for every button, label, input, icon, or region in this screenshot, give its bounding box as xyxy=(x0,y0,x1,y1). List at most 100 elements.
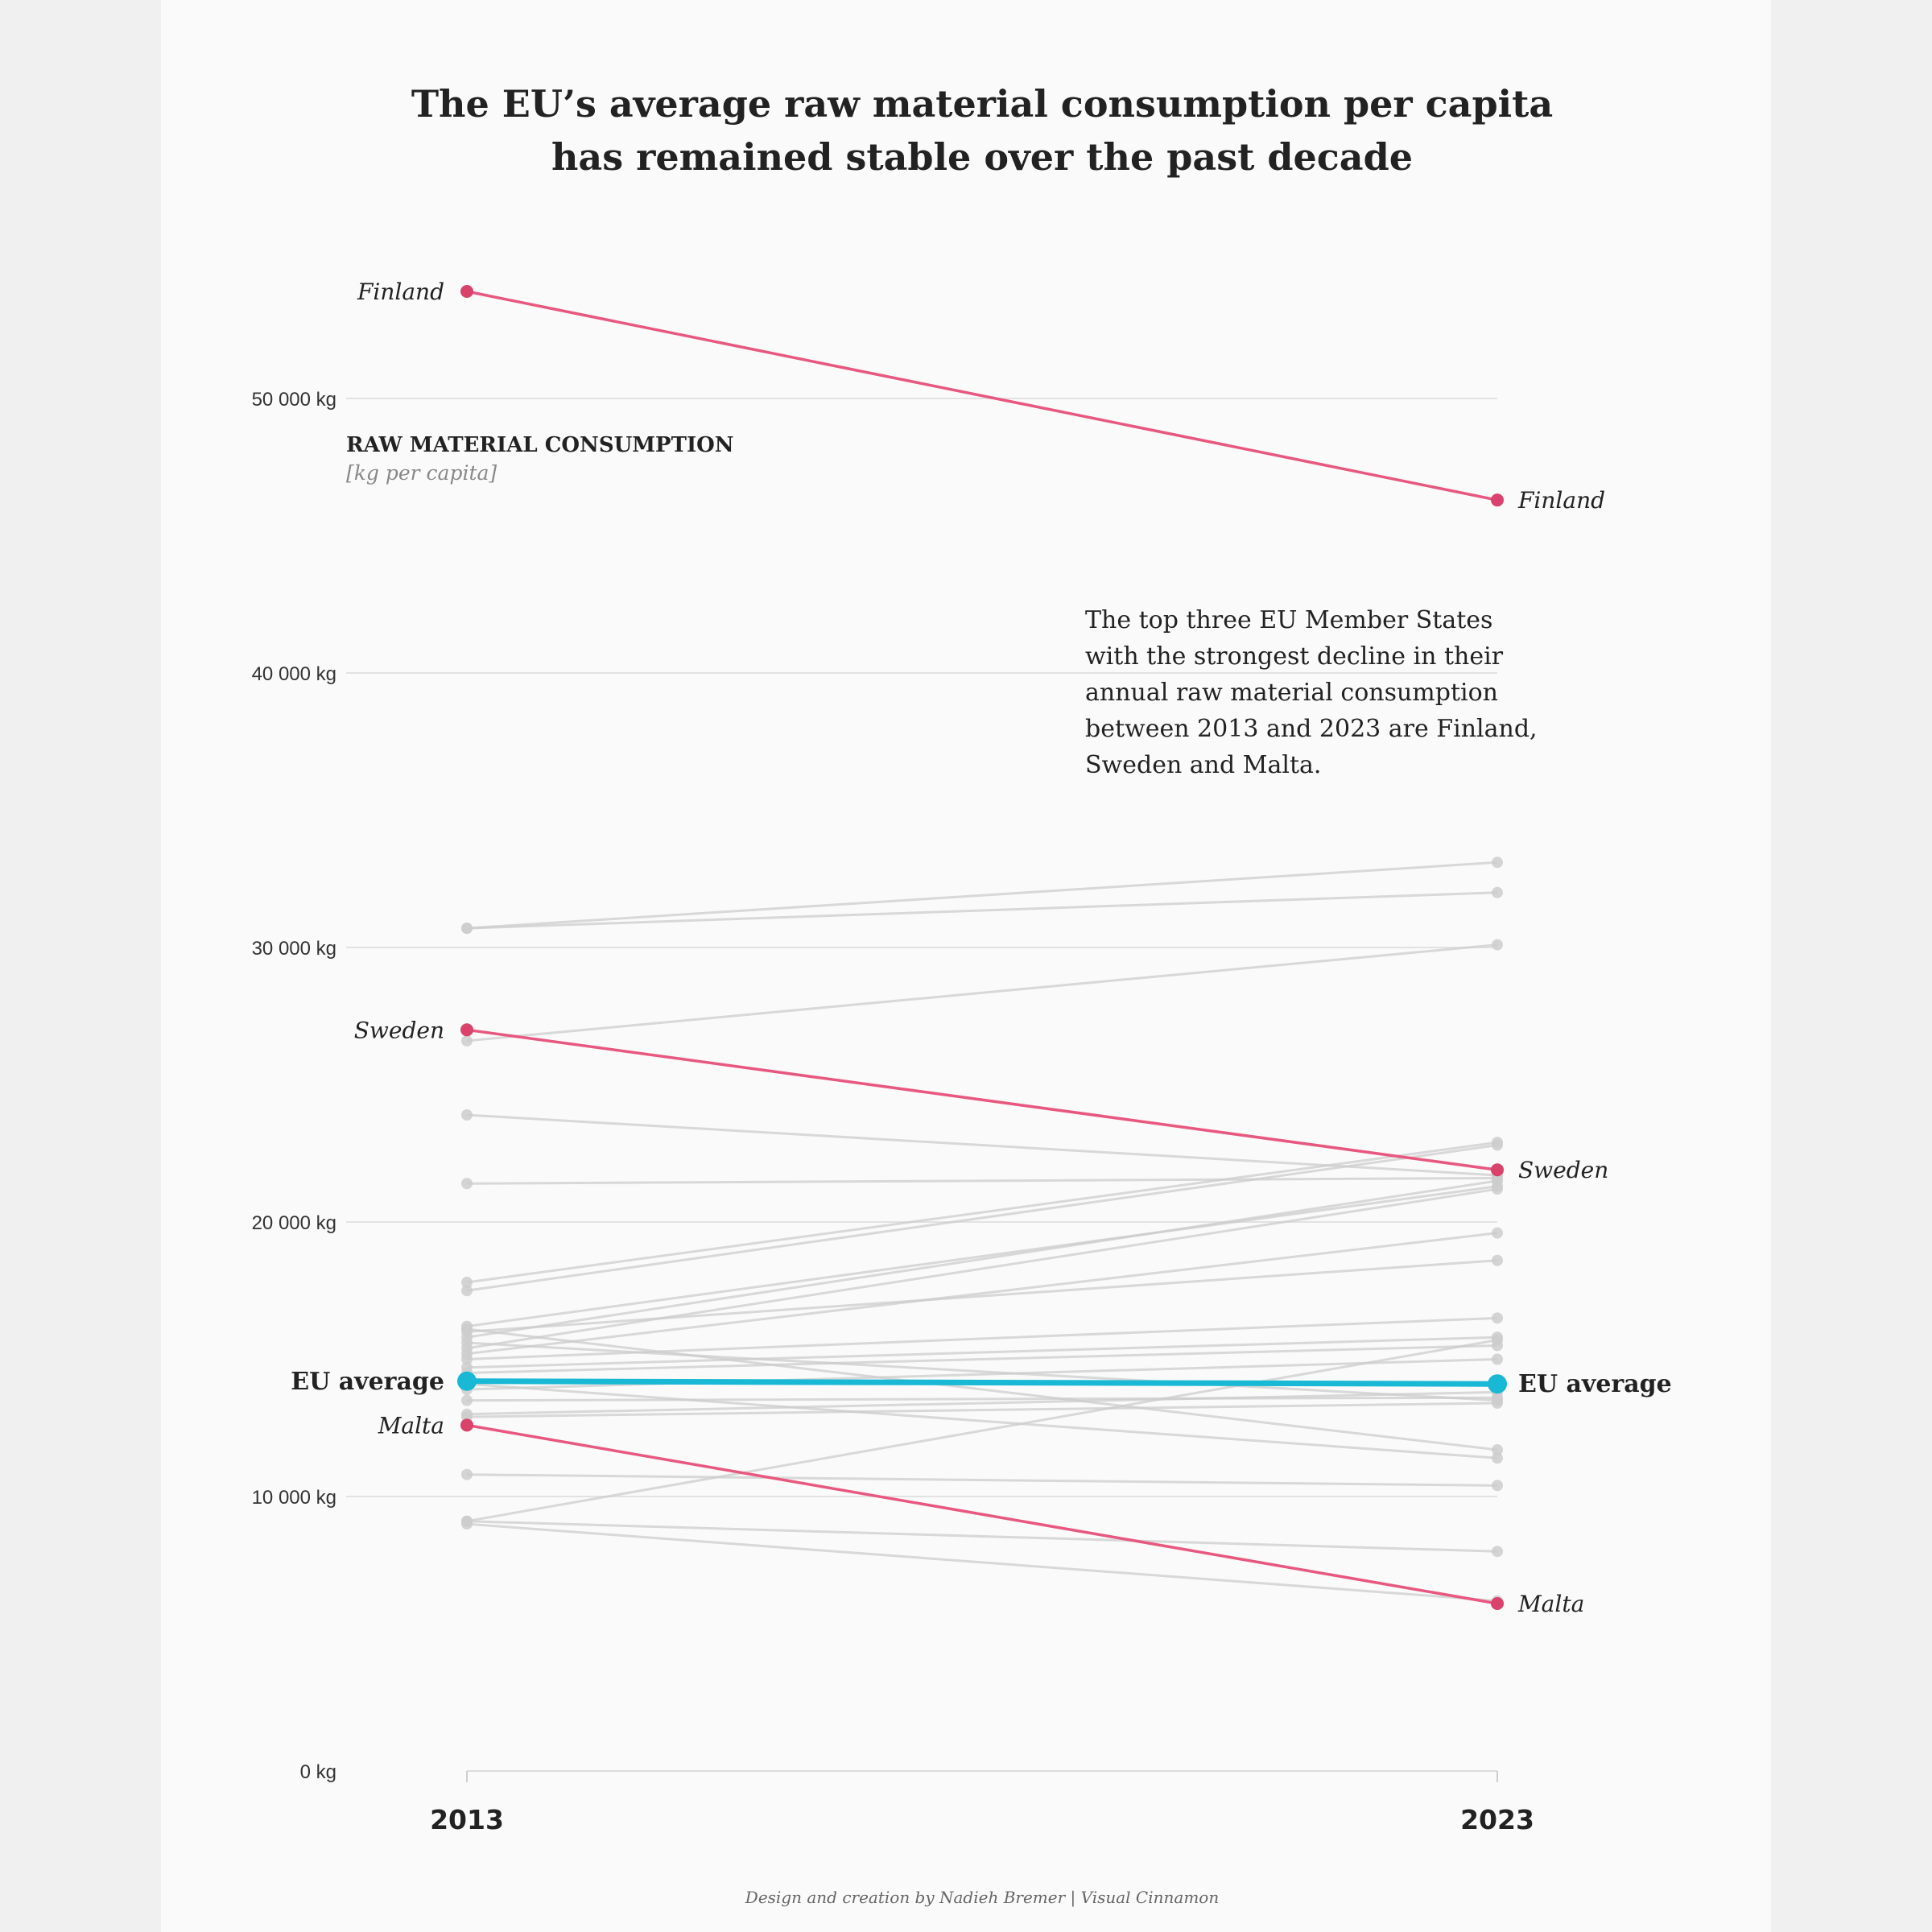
finland-point-2013 xyxy=(460,285,473,299)
annotation-line: annual raw material consumption xyxy=(1085,679,1498,707)
background-series-point xyxy=(1492,1452,1503,1464)
y-tick-label: 10 000 kg xyxy=(252,1487,336,1509)
chart-title-line: has remained stable over the past decade xyxy=(551,135,1413,179)
background-series-line xyxy=(466,1402,1498,1418)
annotation-line: with the strongest decline in their xyxy=(1085,642,1504,671)
y-tick-label: 0 kg xyxy=(300,1761,336,1783)
y-tick-label: 20 000 kg xyxy=(252,1212,336,1234)
sweden-label-2023: Sweden xyxy=(1518,1157,1608,1183)
annotation-line: Sweden and Malta. xyxy=(1085,751,1321,779)
average-series xyxy=(457,1371,1507,1394)
background-series-point xyxy=(461,1337,473,1349)
eu-average-label-2013: EU average xyxy=(291,1368,444,1396)
background-series-line xyxy=(466,1187,1498,1350)
highlighted-series xyxy=(460,285,1504,1610)
background-series-point xyxy=(1492,1480,1503,1492)
background-series-point xyxy=(461,1353,473,1365)
x-tick-label-2013: 2013 xyxy=(430,1804,504,1835)
y-tick-label: 30 000 kg xyxy=(252,938,336,960)
malta-point-2023 xyxy=(1491,1596,1504,1610)
credit: Design and creation by Nadieh Bremer | V… xyxy=(745,1888,1219,1908)
sweden-point-2023 xyxy=(1491,1163,1504,1177)
sweden-series-line xyxy=(466,1028,1498,1171)
background-series-point xyxy=(1492,1334,1503,1346)
background-series-point xyxy=(1492,886,1503,898)
malta-series-line xyxy=(466,1423,1498,1605)
background-series-line xyxy=(466,1179,1498,1339)
background-series-point xyxy=(461,1285,473,1297)
background-series-line xyxy=(466,861,1498,930)
y-tick-labels: 0 kg 10 000 kg 20 000 kg 30 000 kg 40 000 kg… xyxy=(252,389,336,1783)
background-series-point xyxy=(1492,1183,1503,1195)
background-series-point xyxy=(1492,1312,1503,1324)
background-series-line xyxy=(466,1185,1498,1328)
finland-series-line xyxy=(466,290,1498,502)
background-series-line xyxy=(466,1232,1498,1356)
y-tick-label: 40 000 kg xyxy=(252,663,336,685)
finland-label-2023: Finland xyxy=(1517,487,1605,514)
background-series-line xyxy=(466,1396,1498,1402)
background-series-point xyxy=(1492,1254,1503,1266)
background-series-point xyxy=(1492,939,1503,951)
chart-title: The EU’s average raw material consumptio… xyxy=(411,82,1553,179)
background-series-line xyxy=(466,1473,1498,1487)
background-series-point xyxy=(1492,1397,1503,1410)
background-series-point xyxy=(461,1178,473,1190)
background-series-point xyxy=(1492,1444,1503,1456)
finland-label-2013: Finland xyxy=(357,279,444,305)
background-series-line xyxy=(466,1344,1498,1375)
malta-label-2023: Malta xyxy=(1517,1591,1584,1617)
background-series-point xyxy=(461,923,473,935)
background-series-line xyxy=(466,1382,1498,1459)
background-series xyxy=(461,857,1503,1607)
background-series-point xyxy=(1492,1174,1503,1187)
annotation-line: between 2013 and 2023 are Finland, xyxy=(1085,715,1538,743)
background-series-point xyxy=(1492,1227,1503,1239)
background-series-line xyxy=(466,1339,1498,1523)
x-axis: 2013 2023 xyxy=(430,1770,1534,1835)
background-series-point xyxy=(461,1518,473,1530)
y-tick-label: 50 000 kg xyxy=(252,389,336,411)
series-labels: Finland Finland Sweden Sweden Malta Malta EU a… xyxy=(291,279,1672,1617)
background-series-line xyxy=(466,1327,1498,1451)
background-series-point xyxy=(1492,1353,1503,1365)
background-series-line xyxy=(466,1390,1498,1416)
finland-point-2023 xyxy=(1491,493,1504,507)
eu-average-line xyxy=(466,1378,1498,1387)
background-series-line xyxy=(466,1522,1498,1603)
background-series-line xyxy=(466,1341,1498,1402)
background-series-point xyxy=(461,1277,473,1289)
background-series-point xyxy=(461,1394,473,1406)
background-series-line xyxy=(466,1141,1498,1284)
background-series-line xyxy=(466,1144,1498,1292)
background-series-line xyxy=(466,1176,1498,1185)
background-series-line xyxy=(466,1335,1498,1369)
y-axis-title: RAW MATERIAL CONSUMPTION xyxy=(346,433,734,457)
malta-label-2013: Malta xyxy=(378,1412,444,1439)
malta-point-2013 xyxy=(460,1418,473,1432)
background-series-point xyxy=(461,1468,473,1480)
background-series-line xyxy=(466,1520,1498,1553)
x-tick-label-2023: 2023 xyxy=(1460,1804,1534,1835)
chart-title-line: The EU’s average raw material consumptio… xyxy=(411,82,1553,126)
background-series-line xyxy=(466,943,1498,1042)
background-series-point xyxy=(461,1034,473,1046)
annotation: The top three EU Member States with the s… xyxy=(1085,606,1538,779)
eu-average-label-2023: EU average xyxy=(1518,1370,1672,1398)
background-series-point xyxy=(461,1323,473,1335)
background-series-point xyxy=(461,1109,473,1121)
background-series-line xyxy=(466,1259,1498,1333)
y-grid xyxy=(346,398,1497,1497)
annotation-line: The top three EU Member States xyxy=(1085,606,1492,634)
eu-average-point-2013 xyxy=(457,1371,477,1391)
background-series-point xyxy=(1492,1139,1503,1151)
sweden-point-2013 xyxy=(460,1023,473,1037)
chart-panel xyxy=(161,0,1771,1932)
background-series-line xyxy=(466,891,1498,930)
eu-average-point-2023 xyxy=(1488,1374,1507,1394)
y-axis-subtitle: [kg per capita] xyxy=(346,461,497,485)
background-series-point xyxy=(1492,857,1503,869)
sweden-label-2013: Sweden xyxy=(354,1017,444,1043)
